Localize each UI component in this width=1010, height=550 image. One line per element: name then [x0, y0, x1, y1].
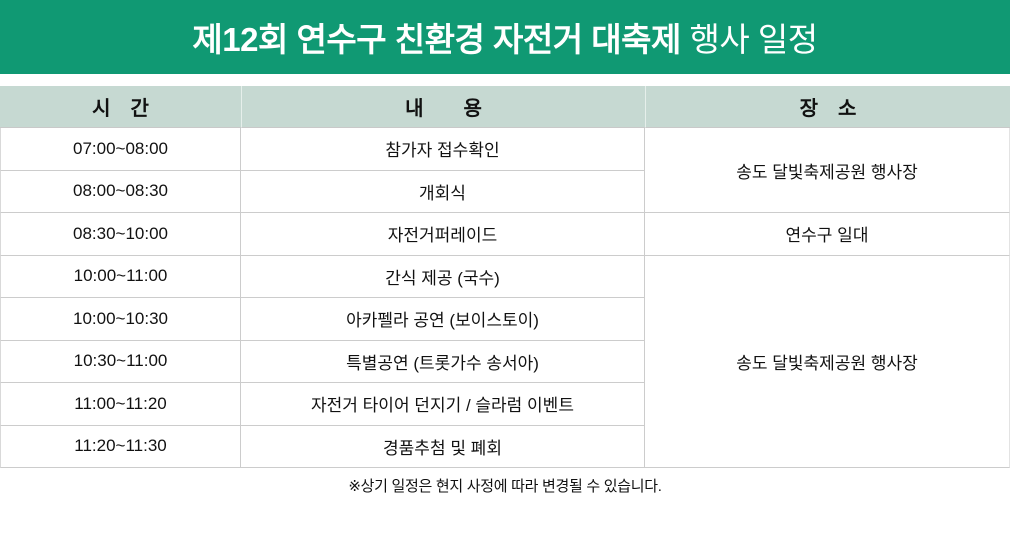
table-header-row: 시 간 내 용 장 소	[0, 86, 1010, 128]
table-row: 11:00~11:20 자전거 타이어 던지기 / 슬라럼 이벤트	[0, 383, 1010, 426]
table-row: 11:20~11:30 경품추첨 및 폐회	[0, 425, 1010, 468]
content-cell: 참가자 접수확인	[241, 128, 645, 171]
title-banner: 제12회 연수구 친환경 자전거 대축제 행사 일정	[0, 0, 1010, 74]
time-cell: 11:00~11:20	[0, 383, 241, 426]
time-cell: 10:00~10:30	[0, 298, 241, 341]
content-cell: 개회식	[241, 170, 645, 213]
content-cell: 경품추첨 및 폐회	[241, 425, 645, 468]
location-cell: 송도 달빛축제공원 행사장	[645, 128, 1010, 213]
time-cell: 10:00~11:00	[0, 255, 241, 298]
content-cell: 간식 제공 (국수)	[241, 255, 645, 298]
schedule-table: 시 간 내 용 장 소 07:00~08:00 참가자 접수확인 송도 달빛축제…	[0, 86, 1010, 468]
page-title-suffix: 행사 일정	[680, 21, 818, 58]
table-row: 10:30~11:00 특별공연 (트롯가수 송서아)	[0, 340, 1010, 383]
content-cell: 자전거퍼레이드	[241, 213, 645, 256]
table-row: 10:00~10:30 아카펠라 공연 (보이스토이)	[0, 298, 1010, 341]
time-cell: 08:30~10:00	[0, 213, 241, 256]
content-cell: 특별공연 (트롯가수 송서아)	[241, 340, 645, 383]
table-row: 10:00~11:00 간식 제공 (국수) 송도 달빛축제공원 행사장	[0, 255, 1010, 468]
time-cell: 08:00~08:30	[0, 170, 241, 213]
content-cell: 자전거 타이어 던지기 / 슬라럼 이벤트	[241, 383, 645, 426]
page-title: 제12회 연수구 친환경 자전거 대축제 행사 일정	[192, 13, 818, 61]
time-cell: 10:30~11:00	[0, 340, 241, 383]
location-cell: 연수구 일대	[645, 213, 1010, 256]
content-cell: 아카펠라 공연 (보이스토이)	[241, 298, 645, 341]
time-cell: 11:20~11:30	[0, 425, 241, 468]
time-cell: 07:00~08:00	[0, 128, 241, 171]
page-title-main: 제12회 연수구 친환경 자전거 대축제	[192, 21, 681, 58]
banner-table-gap	[0, 74, 1010, 86]
table-row: 08:00~08:30 개회식	[0, 170, 1010, 213]
column-header-time: 시 간	[0, 86, 241, 128]
column-header-place: 장 소	[645, 86, 1010, 128]
table-row: 07:00~08:00 참가자 접수확인 송도 달빛축제공원 행사장	[0, 128, 1010, 213]
schedule-footnote: ※상기 일정은 현지 사정에 따라 변경될 수 있습니다.	[348, 478, 662, 495]
location-cell: 송도 달빛축제공원 행사장	[645, 255, 1010, 468]
table-row: 08:30~10:00 자전거퍼레이드 연수구 일대	[0, 213, 1010, 256]
column-header-content: 내 용	[241, 86, 645, 128]
